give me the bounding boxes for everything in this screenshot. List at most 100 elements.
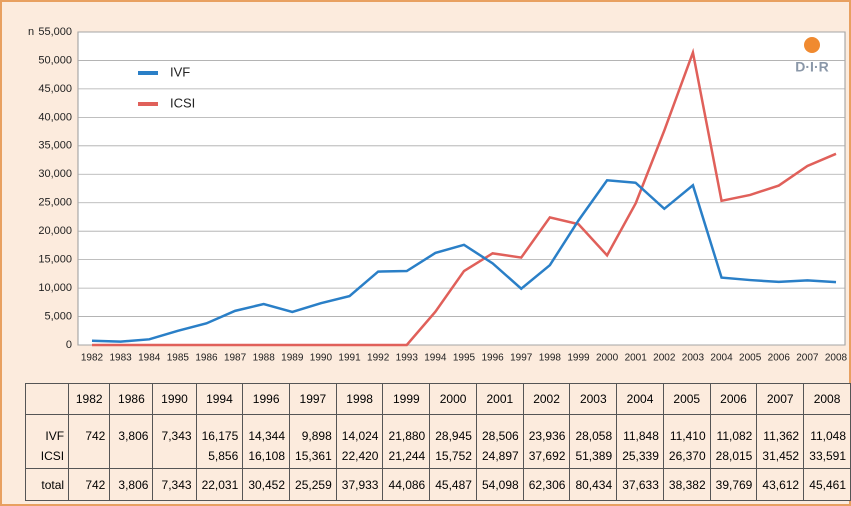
table-cell: 37,692 (522, 443, 571, 469)
table-row: total 742 3,806 7,343 22,031 30,452 25,259 37,9… (24, 468, 851, 501)
table-cell: total (24, 468, 70, 501)
y-tick-label: 15,000 (38, 254, 72, 266)
table-cell: 2008 (803, 383, 851, 415)
table-cell (24, 383, 70, 415)
x-tick-label: 1995 (453, 353, 476, 364)
table-cell: 1982 (68, 383, 111, 415)
y-tick-label: 10,000 (38, 282, 72, 294)
x-tick-label: 1986 (195, 353, 218, 364)
x-tick-label: 2007 (796, 353, 819, 364)
chart: n D·I·R 0 5,000 10,000 15,000 20,000 25,000 30… (28, 26, 848, 364)
table: 1982 1986 1990 1994 1996 1997 1998 1999 2000 2001… (24, 383, 851, 501)
table-cell: 1997 (289, 383, 337, 415)
table-cell: 16,108 (242, 443, 291, 469)
y-tick-label: 25,000 (38, 197, 72, 209)
table-cell: 2006 (709, 383, 758, 415)
table-cell: 2007 (756, 383, 805, 415)
table-cell: 11,362 (756, 414, 805, 443)
plot-area (77, 31, 846, 346)
table-cell: 28,015 (709, 443, 758, 469)
table-cell: 33,591 (803, 443, 851, 469)
table-cell: 14,024 (335, 414, 384, 443)
table-cell: 23,936 (522, 414, 571, 443)
table-cell: 54,098 (475, 468, 524, 501)
x-tick-label: 1997 (510, 353, 533, 364)
table-cell: 26,370 (662, 443, 711, 469)
table-cell: 14,344 (242, 414, 291, 443)
table-cell: 1986 (109, 383, 154, 415)
x-tick-label: 2003 (682, 353, 705, 364)
x-tick-label: 1982 (81, 353, 104, 364)
table-cell: 15,361 (289, 443, 337, 469)
table-cell: 37,933 (335, 468, 384, 501)
x-tick-label: 1993 (396, 353, 419, 364)
table-cell: 25,259 (289, 468, 337, 501)
y-tick-label: 20,000 (38, 225, 72, 237)
y-tick-label: 40,000 (38, 111, 72, 123)
table-row: 1982 1986 1990 1994 1996 1997 1998 1999 2000 2001… (24, 383, 851, 415)
y-tick-label: 30,000 (38, 168, 72, 180)
table-cell: 1990 (152, 383, 197, 415)
x-tick-label: 2002 (653, 353, 676, 364)
x-tick-label: 1983 (109, 353, 132, 364)
logo-icon (804, 37, 820, 53)
table-cell: 51,389 (569, 443, 618, 469)
table-cell: 11,410 (662, 414, 711, 443)
table-cell: 28,945 (429, 414, 477, 443)
table-cell: IVF (24, 414, 70, 443)
table-cell: 22,420 (335, 443, 384, 469)
table-cell: 62,306 (522, 468, 571, 501)
table-cell: 2001 (475, 383, 524, 415)
line (91, 178, 837, 343)
x-tick-label: 1984 (138, 353, 161, 364)
table-cell: 44,086 (382, 468, 431, 501)
table-cell: 3,806 (109, 468, 154, 501)
table-cell (68, 443, 111, 469)
y-tick-label: 0 (66, 339, 72, 351)
table-cell: 2005 (662, 383, 711, 415)
x-tick-label: 1991 (338, 353, 361, 364)
x-tick-label: 1988 (253, 353, 276, 364)
x-tick-label: 1990 (310, 353, 333, 364)
legend-label: ICSI (170, 95, 195, 110)
table-cell: 1996 (242, 383, 291, 415)
table-cell (152, 443, 197, 469)
table-cell: 11,048 (803, 414, 851, 443)
x-tick-label: 1989 (281, 353, 304, 364)
table-cell: 28,058 (569, 414, 618, 443)
y-tick-label: 35,000 (38, 140, 72, 152)
x-tick-label: 2004 (710, 353, 733, 364)
table-cell: 7,343 (152, 468, 197, 501)
table-cell: 2004 (616, 383, 664, 415)
y-tick-label: 45,000 (38, 83, 72, 95)
x-tick-label: 1999 (567, 353, 590, 364)
table-cell: 15,752 (429, 443, 477, 469)
table-cell: 11,848 (616, 414, 664, 443)
table-cell: 45,461 (803, 468, 851, 501)
x-tick-label: 1994 (424, 353, 447, 364)
x-tick-label: 1987 (224, 353, 247, 364)
x-tick-label: 2001 (625, 353, 648, 364)
table-cell: 5,856 (195, 443, 244, 469)
table-cell: 21,880 (382, 414, 431, 443)
table-cell: 1999 (382, 383, 431, 415)
logo: D·I·R (795, 59, 828, 75)
y-tick-label: 5,000 (44, 310, 72, 322)
table-cell: 7,343 (152, 414, 197, 443)
y-axis-label: n (28, 26, 34, 38)
y-tick-label: 55,000 (38, 26, 72, 38)
table-cell: 16,175 (195, 414, 244, 443)
table-cell: 2003 (569, 383, 618, 415)
x-tick-label: 1985 (167, 353, 190, 364)
table-cell: 2002 (522, 383, 571, 415)
legend-label: IVF (170, 64, 190, 79)
table-cell: 21,244 (382, 443, 431, 469)
table-cell: ICSI (24, 443, 70, 469)
table-cell: 2000 (429, 383, 477, 415)
table-cell: 30,452 (242, 468, 291, 501)
table-cell: 28,506 (475, 414, 524, 443)
table-cell: 22,031 (195, 468, 244, 501)
table-cell: 45,487 (429, 468, 477, 501)
table-cell: 38,382 (662, 468, 711, 501)
